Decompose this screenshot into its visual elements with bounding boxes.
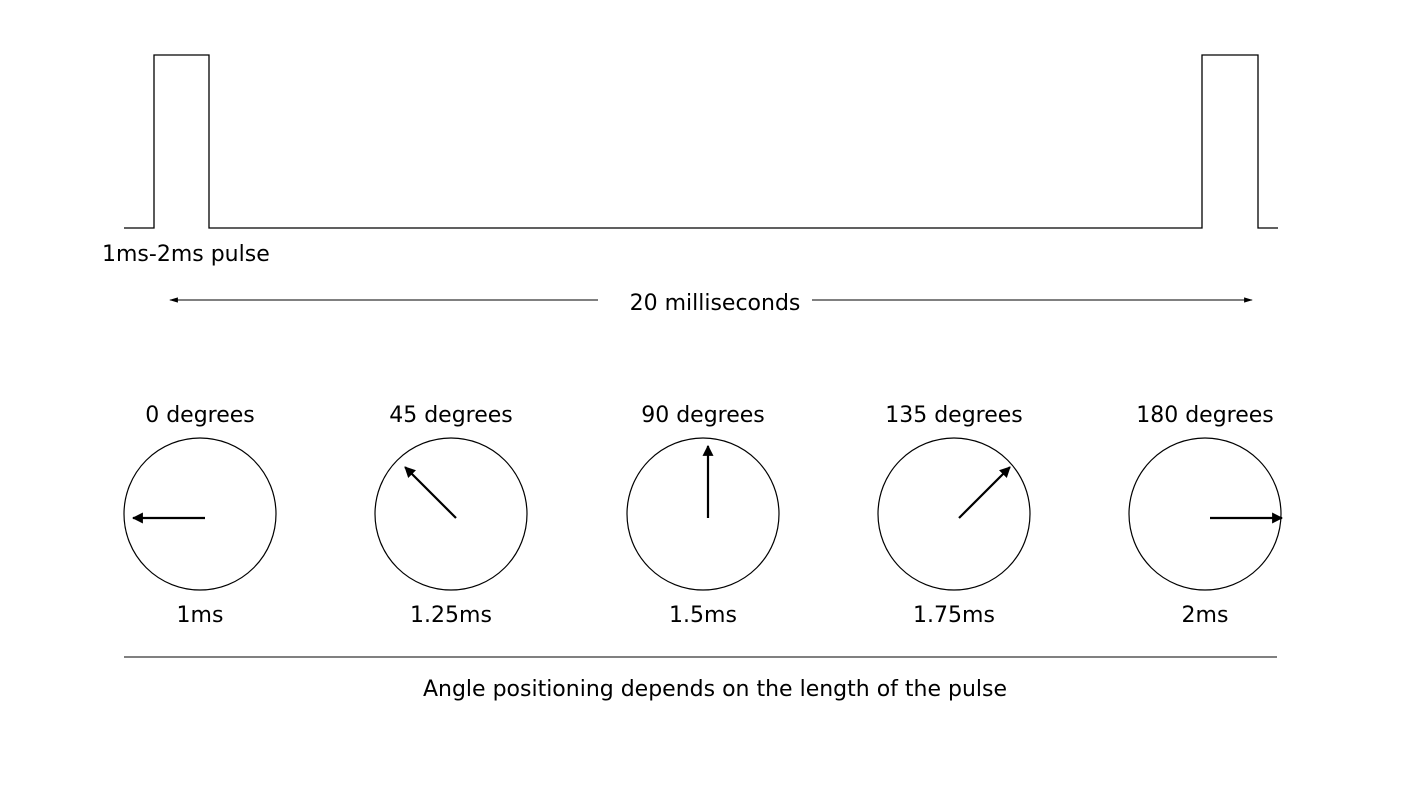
pwm-waveform [124,54,1278,229]
dial-angle-label: 90 degrees [641,403,765,428]
caption: Angle positioning depends on the length … [423,677,1007,702]
dial-face [1128,437,1282,591]
dial-pulse-label: 1.5ms [669,603,737,628]
dial-face [123,437,277,591]
dial-pulse-label: 2ms [1182,603,1229,628]
dial-needle-arrow [404,466,457,519]
dial-angle-label: 0 degrees [145,403,255,428]
pulse-width-label: 1ms-2ms pulse [102,242,270,267]
servo-dial: 90 degrees 1.5ms [626,403,780,628]
dial-angle-label: 180 degrees [1136,403,1274,428]
servo-dial: 45 degrees 1.25ms [374,403,528,628]
servo-dial: 0 degrees 1ms [123,403,277,628]
period-label: 20 milliseconds [630,291,801,316]
dial-face [626,437,780,591]
dial-pulse-label: 1ms [177,603,224,628]
dial-pulse-label: 1.75ms [913,603,995,628]
dial-angle-label: 135 degrees [885,403,1023,428]
servo-dial: 135 degrees 1.75ms [877,403,1031,628]
dial-pulse-label: 1.25ms [410,603,492,628]
dial-face [877,437,1031,591]
dial-row: 0 degrees 1ms 45 degrees 1.25ms 90 degrees 1.… [123,403,1284,628]
dial-angle-label: 45 degrees [389,403,513,428]
dial-needle-arrow [958,466,1011,519]
servo-dial: 180 degrees 2ms [1128,403,1284,628]
